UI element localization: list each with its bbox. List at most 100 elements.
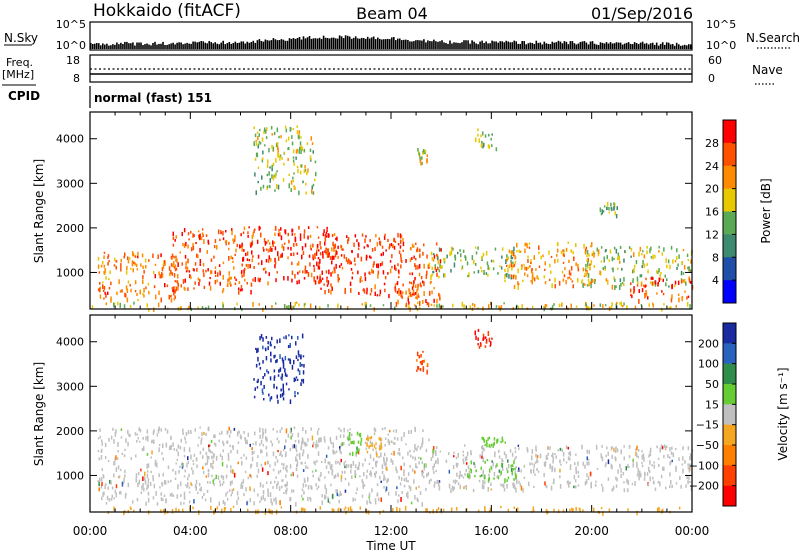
power-cell [269, 246, 272, 251]
velocity-cell [497, 438, 499, 443]
velocity-cell [481, 446, 483, 450]
sky-bar [272, 38, 275, 49]
velocity-cell [536, 460, 539, 463]
power-cell [654, 280, 657, 285]
power-cell [511, 266, 513, 271]
velocity-cell [567, 456, 570, 461]
power-cell [120, 258, 122, 263]
cpid-label: CPID [8, 89, 40, 103]
power-cell [442, 258, 445, 261]
sky-bar [521, 41, 523, 49]
power-cell [287, 256, 289, 260]
velocity-cell [229, 481, 232, 486]
velocity-cell [348, 437, 350, 441]
power-cell [636, 284, 639, 287]
velocity-cell [513, 482, 515, 486]
velocity-cell [559, 468, 561, 473]
velocity-cell [150, 456, 152, 459]
velocity-cell [303, 477, 306, 482]
power-cell [261, 137, 264, 142]
power-cell [262, 150, 264, 155]
time-tick-label: 00:00 [73, 524, 108, 538]
power-cell [179, 251, 181, 254]
velocity-cell [240, 456, 243, 459]
power-cell [370, 256, 372, 259]
sky-bar [457, 42, 459, 49]
power-cell [193, 268, 195, 272]
velocity-cell [386, 479, 388, 484]
nave-tick-bottom: 0 [708, 72, 715, 85]
velocity-cell [414, 495, 416, 500]
power-cell [581, 279, 584, 282]
velocity-cell [506, 483, 508, 489]
power-cell [630, 247, 633, 252]
velocity-cell [111, 486, 114, 490]
power-cell [126, 288, 129, 293]
velocity-cell [456, 472, 458, 477]
power-cell [551, 283, 553, 289]
velocity-cell [146, 453, 149, 456]
velocity-cell [393, 450, 395, 456]
velocity-cell [224, 501, 226, 506]
power-cell [246, 251, 249, 256]
power-cell [298, 303, 300, 307]
sky-bar [348, 36, 351, 49]
velocity-cell [376, 492, 379, 496]
velocity-cell [667, 454, 669, 458]
velocity-cell [124, 448, 126, 452]
power-colorbar-tick-label: 8 [712, 251, 719, 264]
velocity-cell [254, 387, 256, 391]
velocity-cell [206, 489, 209, 493]
velocity-cell [394, 436, 396, 440]
power-cell [402, 283, 404, 287]
power-cell [254, 172, 256, 177]
power-cell [686, 296, 688, 300]
power-cell [657, 271, 659, 274]
sky-bar [595, 44, 598, 49]
power-cell [199, 247, 201, 253]
velocity-cell [605, 454, 607, 458]
power-cell [249, 242, 252, 246]
velocity-cell [337, 508, 339, 513]
power-cell [586, 269, 588, 275]
power-cell [180, 284, 182, 288]
velocity-colorbar-tick-label: 50 [705, 378, 719, 391]
velocity-cell [483, 485, 485, 490]
velocity-cell [121, 452, 123, 455]
power-cell [232, 240, 235, 244]
velocity-cell [380, 497, 382, 502]
velocity-cell [601, 456, 604, 462]
velocity-cell [611, 488, 613, 492]
velocity-cell [466, 451, 469, 456]
velocity-cell [196, 464, 198, 469]
power-cell [184, 255, 187, 259]
power-cell [115, 260, 118, 263]
power-cell [622, 305, 624, 308]
velocity-cell [257, 378, 259, 383]
velocity-cell [218, 501, 220, 506]
velocity-cell [432, 455, 434, 458]
power-cell [286, 305, 288, 309]
sky-bar [537, 42, 540, 49]
velocity-cell [536, 455, 539, 459]
power-cell [615, 285, 617, 288]
power-cell [513, 246, 515, 252]
velocity-cell [261, 467, 264, 472]
power-cell [296, 165, 299, 168]
power-cell [225, 230, 227, 233]
velocity-cell [362, 481, 364, 487]
power-cell [198, 282, 200, 286]
velocity-colorbar-segment [723, 384, 736, 405]
power-cell [172, 243, 175, 247]
power-cell [610, 202, 612, 207]
power-cell [371, 248, 374, 252]
power-cell [340, 263, 343, 266]
power-cell [258, 140, 261, 144]
power-cell [258, 133, 260, 137]
power-cell [103, 297, 105, 300]
velocity-cell [182, 462, 184, 468]
power-cell [186, 266, 189, 272]
velocity-cell [236, 491, 239, 496]
power-cell [383, 282, 386, 286]
velocity-cell [590, 481, 592, 486]
